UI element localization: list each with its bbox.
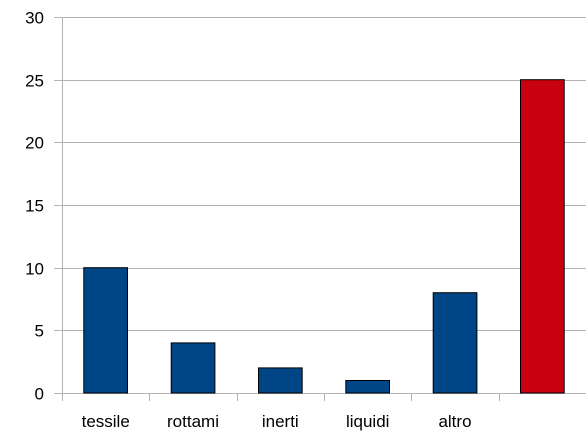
bar xyxy=(432,292,478,394)
y-tick-label: 0 xyxy=(35,385,44,404)
bar xyxy=(520,79,565,394)
x-tick-labels: tessile rottami inerti liquidi altro xyxy=(82,412,472,431)
bar xyxy=(170,342,216,394)
x-tick-label: tessile xyxy=(82,412,130,431)
x-tick-label: inerti xyxy=(262,412,299,431)
bar xyxy=(345,380,390,394)
bar xyxy=(258,367,303,394)
y-tick-label: 30 xyxy=(25,9,44,28)
x-tick-label: rottami xyxy=(167,412,219,431)
y-tick-label: 15 xyxy=(25,197,44,216)
gridlines xyxy=(54,17,586,394)
bars xyxy=(83,79,565,394)
bar xyxy=(83,267,129,394)
y-tick-label: 5 xyxy=(35,322,44,341)
axes xyxy=(62,17,500,401)
y-tick-label: 20 xyxy=(25,134,44,153)
x-tick-label: liquidi xyxy=(346,412,389,431)
y-tick-label: 25 xyxy=(25,72,44,91)
y-tick-label: 10 xyxy=(25,260,44,279)
y-tick-labels: 0 5 10 15 20 25 30 xyxy=(25,9,44,404)
x-tick-label: altro xyxy=(438,412,471,431)
